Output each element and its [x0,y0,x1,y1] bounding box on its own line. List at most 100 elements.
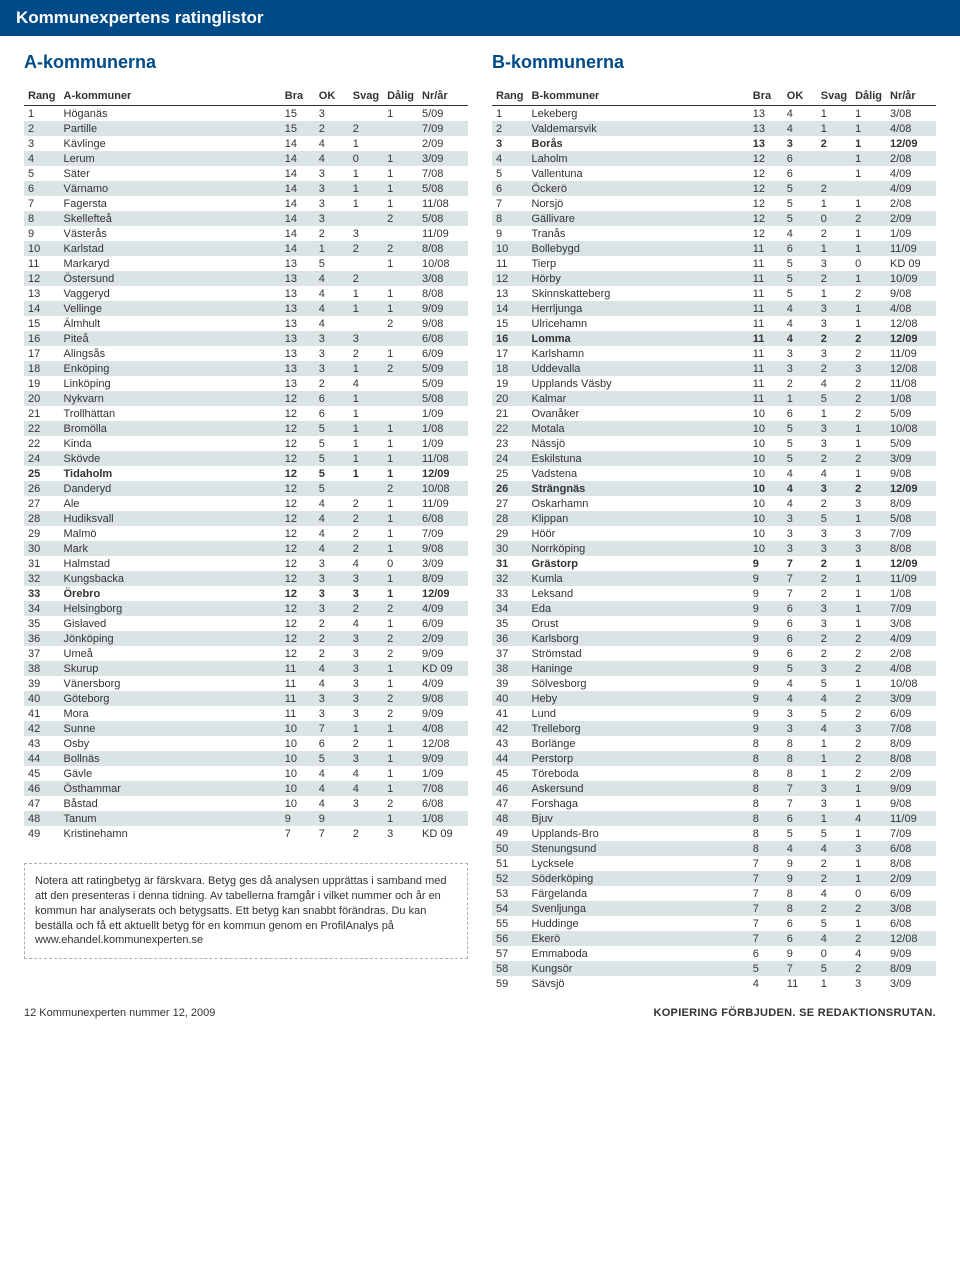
cell: 9 [749,676,783,691]
cell: 2 [315,646,349,661]
cell: 3 [783,541,817,556]
cell: 50 [492,841,528,856]
cell: 10 [281,766,315,781]
cell: Trollhättan [60,406,281,421]
cell: 24 [492,451,528,466]
cell: Skellefteå [60,211,281,226]
col-header: Rang [24,87,60,106]
cell: 7 [24,196,60,211]
cell: 11 [749,316,783,331]
cell: 1 [315,241,349,256]
table-row: 24Eskilstuna105223/09 [492,451,936,466]
cell: 25 [492,466,528,481]
cell: 1 [24,106,60,122]
cell: 3 [315,346,349,361]
cell: 1 [851,196,886,211]
table-row: 35Orust96313/08 [492,616,936,631]
cell: 3 [817,421,851,436]
cell: Grästorp [528,556,749,571]
cell: 13 [281,256,315,271]
footer-left: 12 Kommunexperten nummer 12, 2009 [24,1007,215,1019]
cell: 3 [817,481,851,496]
cell: 9 [783,856,817,871]
col-header: Bra [749,87,783,106]
cell: 1 [349,181,383,196]
cell: 3 [851,721,886,736]
table-row: 48Tanum9911/08 [24,811,468,826]
cell: 7/09 [886,601,936,616]
cell: 3 [817,256,851,271]
cell: 2 [349,826,383,841]
col-header: Bra [281,87,315,106]
cell: 1 [349,466,383,481]
cell: 7 [749,856,783,871]
cell: 0 [851,256,886,271]
cell: 3/08 [418,271,468,286]
cell: Borlänge [528,736,749,751]
cell: 11 [492,256,528,271]
cell [817,151,851,166]
cell: 3 [817,316,851,331]
cell: 2 [851,451,886,466]
cell: 9/08 [418,541,468,556]
cell: 10/08 [886,421,936,436]
cell: 6 [783,166,817,181]
cell: 10 [281,751,315,766]
cell: 12 [281,616,315,631]
cell: 3 [783,361,817,376]
cell: Hudiksvall [60,511,281,526]
cell: 13 [24,286,60,301]
cell: 0 [851,886,886,901]
cell: 6/09 [886,706,936,721]
cell: 2 [851,751,886,766]
cell: 5 [749,961,783,976]
col-header: Nr/år [418,87,468,106]
cell: 2 [817,871,851,886]
cell: 1 [383,586,418,601]
cell: 6 [24,181,60,196]
cell: 6 [783,601,817,616]
cell: 1/08 [418,421,468,436]
cell: Skinnskatteberg [528,286,749,301]
cell: 1 [851,436,886,451]
cell: Lomma [528,331,749,346]
cell: 1 [383,751,418,766]
cell: 3 [349,676,383,691]
cell: 9/09 [418,646,468,661]
cell: 1 [783,391,817,406]
cell [383,136,418,151]
cell: 4 [749,976,783,991]
cell: 4 [783,226,817,241]
cell: 22 [24,436,60,451]
cell: 2 [851,661,886,676]
cell: 12 [749,166,783,181]
cell: 15 [281,106,315,122]
table-row: 31Grästorp972112/09 [492,556,936,571]
cell: 7 [315,826,349,841]
cell: 8 [783,751,817,766]
cell: 2 [349,736,383,751]
table-row: 22Motala1053110/08 [492,421,936,436]
cell: 10/08 [418,481,468,496]
cell: 33 [492,586,528,601]
cell: 57 [492,946,528,961]
cell: 52 [492,871,528,886]
table-row: 11Tierp11530KD 09 [492,256,936,271]
cell: 1 [349,166,383,181]
cell: Karlsborg [528,631,749,646]
cell: 2 [851,376,886,391]
cell: 6 [315,736,349,751]
table-row: 24Skövde1251111/08 [24,451,468,466]
cell: 11/08 [886,376,936,391]
cell: 1 [383,721,418,736]
table-row: 30Norrköping103338/08 [492,541,936,556]
cell: 23 [492,436,528,451]
cell: 11/09 [418,226,468,241]
cell: 4 [783,466,817,481]
cell: 6 [783,406,817,421]
cell: 3 [851,526,886,541]
cell: 5/08 [418,391,468,406]
cell: 53 [492,886,528,901]
cell: 1 [383,181,418,196]
cell: 11 [749,331,783,346]
